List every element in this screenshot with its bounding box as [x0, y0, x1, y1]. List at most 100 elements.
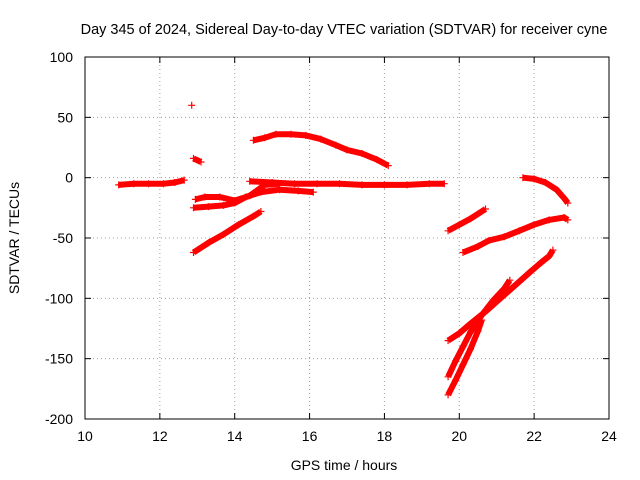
data-point-marker — [220, 201, 227, 209]
data-point-marker — [358, 150, 366, 157]
data-point-marker — [246, 192, 254, 200]
data-point-marker — [294, 187, 302, 195]
series-band — [191, 208, 263, 256]
data-point-marker — [188, 101, 196, 109]
data-point-marker — [205, 239, 212, 247]
data-point-marker — [455, 329, 463, 337]
x-tick-label: 10 — [77, 428, 93, 444]
chart-title: Day 345 of 2024, Sidereal Day-to-day VTE… — [81, 22, 608, 38]
data-series — [249, 130, 392, 170]
data-point-marker — [452, 357, 459, 365]
data-point-marker — [190, 249, 197, 256]
axis-layer: 10 12 14 16 18 20 22 24 -200 -150 -100 -50 0 50 100 — [45, 49, 617, 444]
data-point-marker — [160, 180, 168, 188]
y-tick-label: 100 — [50, 49, 74, 65]
x-tick-label: 22 — [526, 428, 542, 444]
data-series — [519, 174, 572, 207]
data-point-marker — [403, 181, 411, 189]
data-point-marker — [474, 327, 482, 335]
data-point-marker — [553, 186, 561, 194]
data-point-marker — [309, 188, 317, 196]
data-point-marker — [459, 249, 467, 256]
data-point-marker — [444, 227, 452, 235]
data-point-marker — [384, 162, 392, 170]
x-axis-label: GPS time / hours — [291, 457, 398, 473]
data-point-marker — [343, 146, 351, 154]
data-point-marker — [549, 246, 557, 254]
y-tick-label: 50 — [57, 109, 73, 125]
data-point-marker — [530, 221, 538, 229]
series-band — [445, 319, 485, 397]
series-band — [461, 214, 570, 256]
x-tick-label: 16 — [302, 428, 318, 444]
data-point-marker — [545, 252, 553, 260]
data-point-marker — [515, 227, 523, 235]
data-point-marker — [474, 210, 482, 218]
data-point-marker — [452, 376, 459, 384]
data-point-marker — [538, 258, 546, 266]
data-point-marker — [249, 212, 257, 220]
data-point-marker — [201, 193, 209, 201]
data-point-marker — [115, 181, 123, 189]
x-tick-label: 24 — [601, 428, 617, 444]
x-tick-label: 12 — [152, 428, 168, 444]
data-point-marker — [257, 208, 265, 215]
data-point-marker — [190, 204, 197, 212]
data-series — [115, 176, 188, 189]
data-point-marker — [519, 174, 527, 182]
data-point-marker — [336, 180, 343, 188]
data-point-marker — [373, 156, 381, 164]
grid-layer — [85, 57, 609, 419]
data-point-marker — [530, 175, 538, 183]
data-point-marker — [545, 216, 553, 224]
data-point-marker — [526, 268, 534, 276]
data-point-marker — [190, 154, 197, 162]
data-point-marker — [216, 193, 224, 201]
data-point-marker — [489, 297, 497, 305]
data-series — [444, 316, 486, 399]
data-point-marker — [302, 131, 310, 139]
data-point-marker — [482, 205, 489, 213]
y-tick-label: -200 — [45, 411, 73, 427]
series-band — [249, 178, 445, 188]
data-point-marker — [249, 136, 257, 144]
data-point-marker — [145, 180, 153, 188]
data-point-marker — [467, 215, 474, 223]
data-point-marker — [459, 361, 467, 369]
data-point-marker — [444, 337, 452, 345]
data-point-marker — [506, 276, 514, 284]
data-point-marker — [235, 221, 242, 229]
data-point-marker — [246, 177, 254, 185]
series-band — [446, 248, 556, 344]
x-tick-label: 14 — [227, 428, 243, 444]
data-point-marker — [380, 181, 388, 189]
data-point-marker — [358, 181, 366, 189]
data-point-marker — [191, 195, 199, 203]
data-point-marker — [332, 141, 340, 149]
series-band — [446, 206, 488, 234]
data-series — [190, 154, 205, 166]
data-point-marker — [425, 180, 433, 188]
data-point-marker — [474, 242, 482, 250]
data-point-marker — [564, 216, 572, 224]
data-point-marker — [287, 130, 295, 138]
data-point-marker — [268, 179, 276, 186]
data-point-marker — [171, 179, 179, 186]
data-point-marker — [205, 203, 212, 211]
data-point-marker — [272, 130, 280, 138]
data-point-marker — [130, 180, 138, 188]
data-point-marker — [444, 373, 452, 381]
data-point-marker — [500, 285, 508, 293]
data-point-marker — [459, 343, 467, 351]
data-point-marker — [560, 214, 568, 221]
data-series — [459, 214, 572, 256]
x-tick-label: 20 — [451, 428, 467, 444]
data-point-marker — [313, 180, 321, 188]
y-tick-label: -100 — [45, 290, 73, 306]
data-point-marker — [231, 197, 239, 205]
y-tick-label: 0 — [65, 170, 73, 186]
data-point-marker — [485, 236, 493, 244]
y-axis-label: SDTVAR / TECUs — [6, 182, 22, 294]
